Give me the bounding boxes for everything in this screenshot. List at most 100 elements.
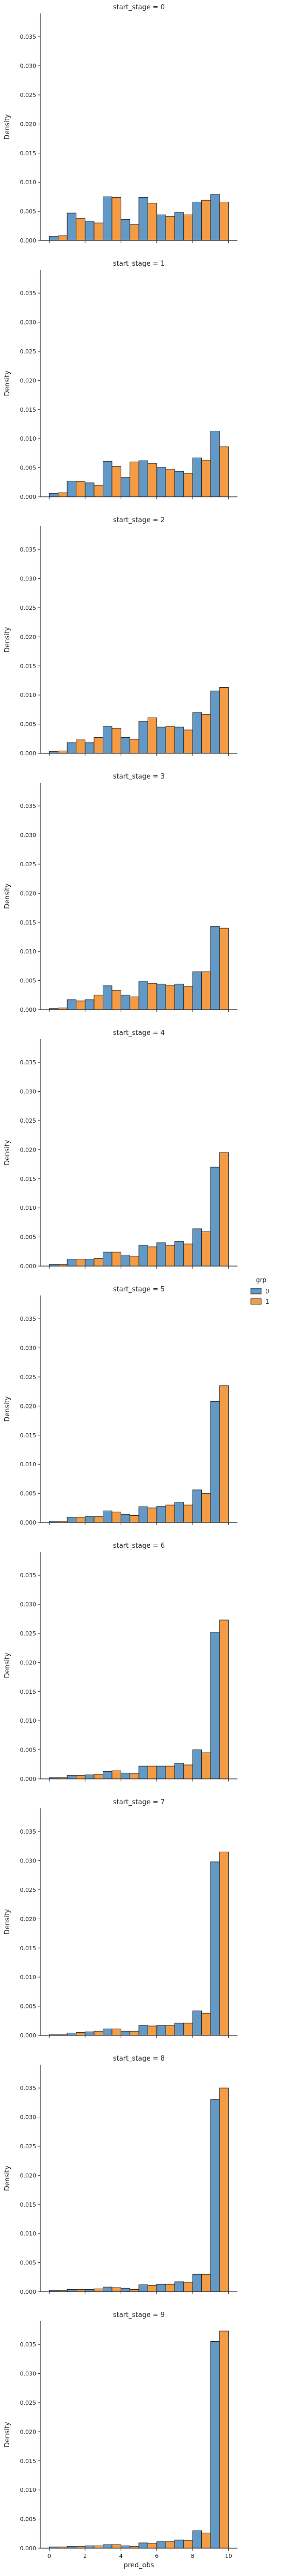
- legend: grp 0 1: [250, 1276, 269, 1305]
- histogram-bar-grp-1: [93, 222, 104, 241]
- y-tick-label: 0.010: [20, 2230, 37, 2237]
- histogram-bar-grp-1: [93, 2031, 104, 2036]
- histogram-bar-grp-1: [130, 1773, 139, 1779]
- y-tick-label: 0.030: [20, 2114, 37, 2121]
- y-tick-label: 0.035: [20, 1828, 37, 1835]
- y-tick-label: 0.015: [20, 150, 37, 157]
- y-tick-label: 0.020: [20, 890, 37, 897]
- x-tick-label: 6: [155, 2553, 158, 2559]
- histogram-bar-grp-1: [93, 1516, 104, 1523]
- histogram-bar-grp-0: [192, 2274, 202, 2292]
- y-tick-label: 0.020: [20, 377, 37, 384]
- y-tick-label: 0.010: [20, 948, 37, 955]
- histogram-bar-grp-1: [201, 2013, 211, 2036]
- histogram-bar-grp-1: [219, 1852, 229, 2036]
- histogram-bar-grp-0: [138, 721, 148, 754]
- histogram-bar-grp-0: [103, 2029, 113, 2036]
- facet-title: start_stage = 1: [113, 260, 165, 268]
- y-tick-label: 0.010: [20, 692, 37, 699]
- histogram-bar-grp-1: [130, 461, 139, 497]
- histogram-bar-grp-1: [183, 2022, 193, 2036]
- histogram-bar-grp-0: [192, 2530, 202, 2549]
- y-tick-label: 0.025: [20, 1374, 37, 1381]
- histogram-bar-grp-0: [138, 981, 148, 1010]
- y-tick-label: 0.020: [20, 121, 37, 127]
- histogram-bar-grp-0: [103, 461, 113, 497]
- histogram-bar-grp-0: [210, 2341, 220, 2549]
- histogram-bar-grp-1: [165, 1245, 175, 1267]
- facet-title: start_stage = 0: [113, 4, 165, 11]
- histogram-bar-grp-0: [192, 1228, 202, 1267]
- y-tick-label: 0.020: [20, 634, 37, 640]
- histogram-bar-grp-1: [183, 2540, 193, 2549]
- histogram-bar-grp-1: [58, 235, 68, 241]
- histogram-bar-grp-1: [183, 214, 193, 241]
- y-tick-label: 0.015: [20, 919, 37, 926]
- y-tick-label: 0.005: [20, 721, 37, 728]
- histogram-bar-grp-0: [210, 2099, 220, 2292]
- histogram-bar-grp-0: [192, 712, 202, 754]
- facet-panel: start_stage = 2 0.000 0.005 0.010 0.015 0.020…: [4, 516, 237, 757]
- histogram-bar-grp-0: [67, 481, 76, 497]
- histogram-bar-grp-1: [201, 460, 211, 497]
- histogram-bar-grp-1: [147, 203, 157, 241]
- histogram-bar-grp-0: [67, 2032, 76, 2036]
- histogram-bar-grp-1: [165, 1504, 175, 1523]
- y-tick-label: 0.005: [20, 1747, 37, 1754]
- histogram-bar-grp-1: [147, 463, 157, 497]
- y-tick-label: 0.010: [20, 1718, 37, 1724]
- histogram-bar-grp-1: [111, 727, 121, 754]
- histogram-bar-grp-0: [120, 219, 131, 241]
- histogram-bar-grp-1: [58, 492, 68, 497]
- y-tick-label: 0.030: [20, 1601, 37, 1608]
- y-tick-label: 0.025: [20, 1887, 37, 1893]
- histogram-bar-grp-0: [174, 2022, 184, 2036]
- y-tick-label: 0.005: [20, 978, 37, 984]
- histogram-bar-grp-1: [165, 2025, 175, 2036]
- histogram-bar-grp-0: [103, 2287, 113, 2292]
- histogram-bar-grp-1: [111, 2029, 121, 2036]
- histogram-bar-grp-0: [120, 737, 131, 754]
- facet-title: start_stage = 9: [113, 2311, 165, 2319]
- histogram-bar-grp-1: [147, 717, 157, 754]
- histogram-bar-grp-0: [138, 2025, 148, 2036]
- histogram-bar-grp-1: [219, 446, 229, 497]
- histogram-bar-grp-0: [174, 2539, 184, 2549]
- histogram-bar-grp-0: [85, 2545, 94, 2549]
- histogram-bar-grp-1: [165, 2283, 175, 2292]
- y-tick-label: 0.035: [20, 290, 37, 297]
- histogram-bar-grp-0: [67, 2289, 76, 2292]
- y-tick-label: 0.000: [20, 1007, 37, 1013]
- x-axis-label: pred_obs: [123, 2562, 154, 2569]
- histogram-bar-grp-0: [120, 2288, 131, 2292]
- histogram-bar-grp-1: [111, 990, 121, 1010]
- histogram-bar-grp-1: [183, 473, 193, 497]
- y-tick-label: 0.015: [20, 1176, 37, 1182]
- histogram-bar-grp-0: [174, 471, 184, 497]
- histogram-bar-grp-0: [156, 214, 166, 241]
- y-tick-label: 0.030: [20, 832, 37, 839]
- y-tick-label: 0.035: [20, 2341, 37, 2348]
- histogram-bar-grp-1: [219, 1385, 229, 1523]
- histogram-bar-grp-0: [103, 726, 113, 754]
- histogram-bar-grp-1: [165, 469, 175, 497]
- histogram-bar-grp-1: [147, 2026, 157, 2036]
- y-tick-label: 0.035: [20, 1572, 37, 1579]
- legend-title: grp: [256, 1276, 266, 1284]
- histogram-bar-grp-1: [183, 730, 193, 754]
- x-tick-label: 2: [83, 2553, 87, 2559]
- facet-title: start_stage = 6: [113, 1542, 165, 1550]
- y-tick-label: 0.020: [20, 1146, 37, 1153]
- histogram-bar-grp-0: [49, 236, 59, 241]
- y-tick-label: 0.005: [20, 1234, 37, 1241]
- histogram-bar-grp-0: [138, 2542, 148, 2549]
- y-axis-label: Density: [4, 1909, 11, 1935]
- y-tick-label: 0.035: [20, 803, 37, 809]
- histogram-bar-grp-0: [103, 1252, 113, 1267]
- histogram-bar-grp-1: [201, 971, 211, 1010]
- histogram-bar-grp-0: [192, 1749, 202, 1779]
- histogram-bar-grp-0: [120, 995, 131, 1010]
- facet-panel: start_stage = 9 0.000 0.005 0.010 0.015 0.020…: [4, 2311, 237, 2569]
